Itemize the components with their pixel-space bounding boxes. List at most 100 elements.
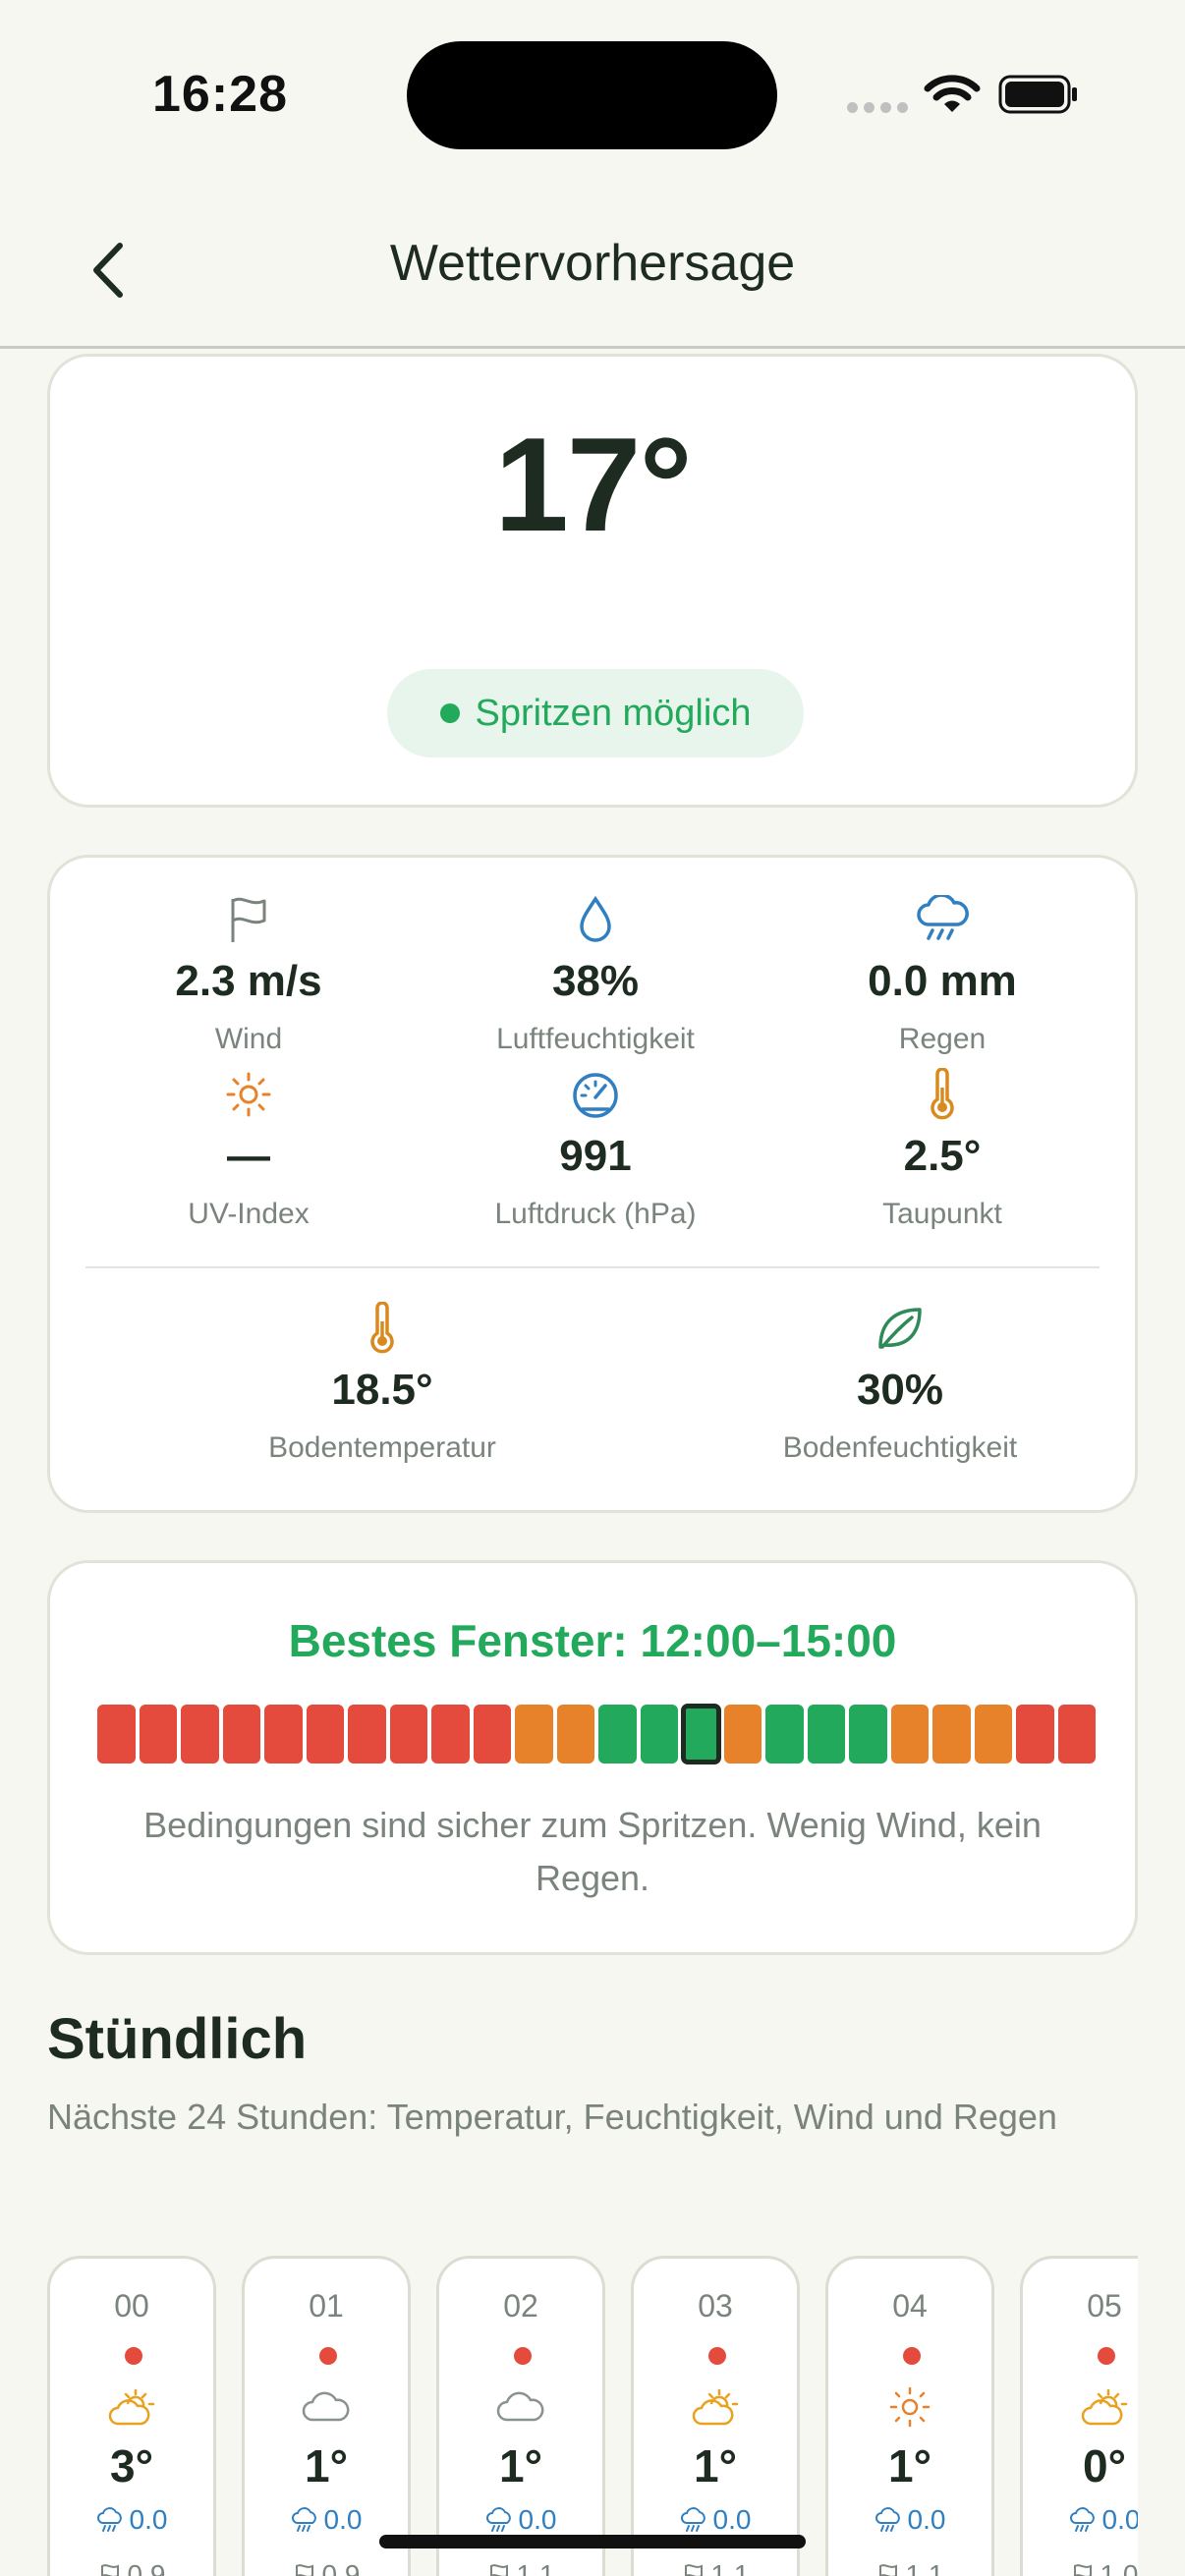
timeline-hour-segment[interactable] — [890, 1705, 929, 1764]
spray-status-dot — [125, 2347, 142, 2365]
timeline-hour-segment[interactable] — [1016, 1705, 1054, 1764]
cloud-icon — [439, 2384, 602, 2430]
hour-rain-value: 0.0 — [129, 2504, 168, 2535]
timeline-hour-segment[interactable] — [765, 1705, 804, 1764]
timeline-hour-segment[interactable] — [139, 1705, 177, 1764]
hour-temperature: 1° — [888, 2440, 931, 2492]
leaf-icon — [878, 1308, 922, 1349]
hour-card[interactable]: 03 1° 0.0 1.1 — [631, 2256, 800, 2576]
timeline-hour-segment[interactable] — [389, 1705, 427, 1764]
flag-icon — [878, 2564, 897, 2576]
hour-wind: 1.1 — [828, 2559, 991, 2576]
gauge-icon — [573, 1073, 618, 1118]
metric-wind: 2.3 m/s Wind — [82, 891, 416, 1056]
hour-wind: 1.1 — [439, 2559, 602, 2576]
hour-temperature: 3° — [110, 2440, 153, 2492]
timeline-hour-segment[interactable] — [222, 1705, 260, 1764]
hour-rain-value: 0.0 — [323, 2504, 363, 2535]
hourly-section-subtitle: Nächste 24 Stunden: Temperatur, Feuchtig… — [47, 2097, 1057, 2137]
timeline-hour-segment[interactable] — [348, 1705, 386, 1764]
hour-wind-value: 1.1 — [516, 2559, 555, 2576]
sun-icon — [226, 1072, 271, 1117]
hour-rain: 0.0 — [245, 2504, 408, 2536]
flag-icon — [295, 2564, 313, 2576]
rain-icon — [291, 2507, 316, 2532]
flag-icon — [1073, 2564, 1092, 2576]
cloud-icon — [245, 2384, 408, 2430]
hour-rain: 0.0 — [1023, 2504, 1138, 2536]
hour-card[interactable]: 05 0° 0.0 1.0 — [1020, 2256, 1138, 2576]
thermometer-icon — [931, 1068, 954, 1120]
hour-card[interactable]: 04 1° 0.0 1.1 — [825, 2256, 994, 2576]
partly-sunny-icon — [1023, 2384, 1138, 2430]
flag-icon — [231, 897, 266, 942]
page-title: Wettervorhersage — [389, 235, 796, 292]
metric-pressure: 991 Luftdruck (hPa) — [428, 1066, 762, 1231]
back-button[interactable] — [79, 236, 138, 305]
hour-time: 01 — [309, 2288, 344, 2324]
hour-wind-value: 0.9 — [321, 2559, 361, 2576]
hour-wind-value: 1.0 — [1100, 2559, 1138, 2576]
metric-humidity: 38% Luftfeuchtigkeit — [428, 891, 762, 1056]
hour-temperature: 1° — [694, 2440, 737, 2492]
hour-wind: 0.9 — [50, 2559, 213, 2576]
hour-wind: 1.0 — [1023, 2559, 1138, 2576]
hourly-section-title: Stündlich — [47, 2007, 308, 2071]
timeline-hour-segment[interactable] — [1057, 1705, 1096, 1764]
current-temperature: 17° — [494, 410, 693, 559]
timeline-hour-segment[interactable] — [974, 1705, 1012, 1764]
flag-icon — [684, 2564, 703, 2576]
metric-rain: 0.0 mm Regen — [775, 891, 1109, 1056]
timeline-hour-segment[interactable] — [181, 1705, 219, 1764]
hour-temperature: 0° — [1083, 2440, 1126, 2492]
cellular-signal-icon — [847, 102, 908, 113]
timeline-hour-segment[interactable] — [932, 1705, 971, 1764]
metric-uv-index: — UV-Index — [82, 1066, 416, 1231]
rain-icon — [875, 2507, 900, 2532]
spray-status-dot — [903, 2347, 921, 2365]
rain-icon — [96, 2507, 122, 2532]
timeline-hour-segment[interactable] — [556, 1705, 594, 1764]
hour-wind: 0.9 — [245, 2559, 408, 2576]
best-window-card: Bestes Fenster: 12:00–15:00 Bedingungen … — [47, 1560, 1138, 1955]
thermometer-icon — [370, 1302, 394, 1354]
timeline-hour-segment[interactable] — [640, 1705, 678, 1764]
hour-rain: 0.0 — [439, 2504, 602, 2536]
chevron-left-icon — [93, 243, 123, 298]
metric-soil-moisture: 30% Bodenfeuchtigkeit — [684, 1300, 1116, 1465]
timeline-hour-segment[interactable] — [473, 1705, 511, 1764]
timeline-hour-segment[interactable] — [598, 1705, 637, 1764]
partly-sunny-icon — [634, 2384, 797, 2430]
spray-status-dot — [514, 2347, 532, 2365]
spray-status-text: Spritzen möglich — [475, 692, 752, 734]
timeline-hour-segment[interactable] — [723, 1705, 762, 1764]
hour-card[interactable]: 01 1° 0.0 0.9 — [242, 2256, 411, 2576]
timeline-hour-segment[interactable] — [306, 1705, 344, 1764]
timeline-hour-segment[interactable] — [431, 1705, 470, 1764]
timeline-hour-segment[interactable] — [264, 1705, 303, 1764]
hour-rain: 0.0 — [828, 2504, 991, 2536]
hour-temperature: 1° — [499, 2440, 542, 2492]
flag-icon — [489, 2564, 508, 2576]
timeline-hour-segment[interactable] — [97, 1705, 136, 1764]
hour-card[interactable]: 02 1° 0.0 1.1 — [436, 2256, 605, 2576]
droplet-icon — [580, 895, 611, 942]
spray-status-dot — [1098, 2347, 1115, 2365]
hour-card[interactable]: 00 3° 0.0 0.9 — [47, 2256, 216, 2576]
battery-icon — [998, 75, 1077, 114]
nav-bar: Wettervorhersage — [0, 187, 1185, 349]
metric-dewpoint: 2.5° Taupunkt — [775, 1066, 1109, 1231]
hour-temperature: 1° — [305, 2440, 348, 2492]
sun-icon — [828, 2384, 991, 2430]
timeline-hour-segment-selected[interactable] — [681, 1704, 721, 1764]
metrics-card: 2.3 m/s Wind 38% Luftfeuchtigkeit 0.0 mm… — [47, 855, 1138, 1513]
timeline-hour-segment[interactable] — [515, 1705, 553, 1764]
home-indicator — [379, 2535, 806, 2548]
status-time: 16:28 — [152, 66, 288, 123]
timeline-hour-segment[interactable] — [807, 1705, 845, 1764]
timeline-hour-segment[interactable] — [849, 1705, 887, 1764]
hourly-forecast-scroller[interactable]: 00 3° 0.0 0.9 01 1° 0.0 0.9 02 1° 0.0 1.1 03 1° 0.0 1.1… — [47, 2256, 1138, 2576]
metrics-divider — [85, 1266, 1100, 1268]
metric-soil-temperature: 18.5° Bodentemperatur — [166, 1300, 598, 1465]
hour-time: 05 — [1087, 2288, 1122, 2324]
